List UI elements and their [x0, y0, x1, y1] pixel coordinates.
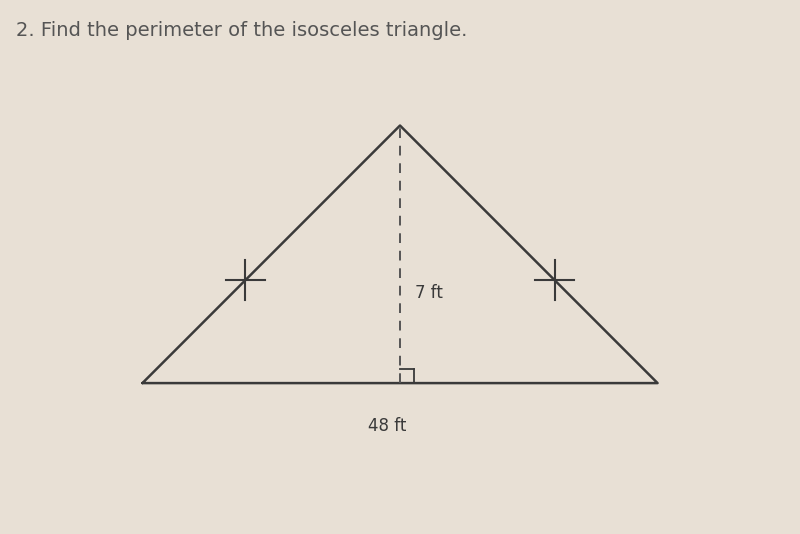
Text: 48 ft: 48 ft [368, 417, 406, 435]
Text: 7 ft: 7 ft [415, 284, 443, 302]
Text: 2. Find the perimeter of the isosceles triangle.: 2. Find the perimeter of the isosceles t… [16, 21, 467, 41]
